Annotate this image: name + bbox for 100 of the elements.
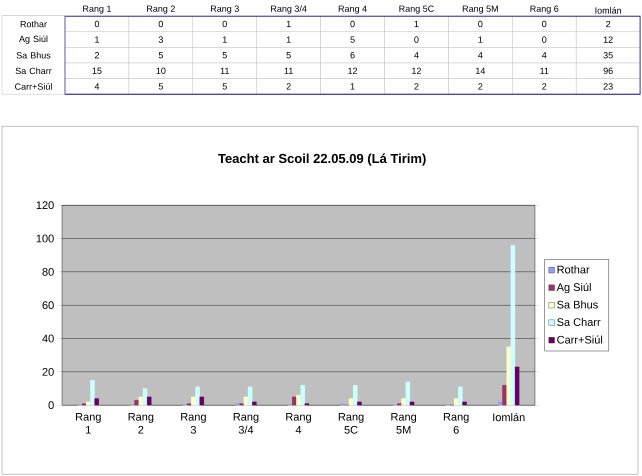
data-label: 12 <box>348 68 358 74</box>
data-label: 15 <box>92 68 102 74</box>
data-label: 4 <box>478 52 483 58</box>
x-tick-label: Rang 2 <box>147 5 175 14</box>
y-tick-label: 100 <box>36 234 54 242</box>
data-label: 0 <box>158 20 164 28</box>
bar <box>191 396 196 406</box>
x-tick-label: Rang 5C <box>338 412 364 434</box>
y-tick-label: Ag Siúl <box>18 35 48 44</box>
x-tick-label: Rang 4 <box>338 6 367 14</box>
y-tick-label: 120 <box>36 201 54 209</box>
bar <box>138 396 144 406</box>
data-label: 0 <box>94 20 100 28</box>
data-label: 5 <box>222 83 227 90</box>
data-label: 23 <box>604 83 613 90</box>
y-tick-label: 40 <box>42 334 54 342</box>
data-label: 11 <box>284 68 293 74</box>
data-label: 2 <box>542 83 546 90</box>
data-label: 5 <box>350 36 355 43</box>
x-tick-label: Iomlán <box>595 6 622 14</box>
bar <box>195 386 200 406</box>
data-label: 2 <box>478 83 482 90</box>
y-tick-label: Rothar <box>20 20 47 28</box>
data-label: 1 <box>350 83 355 90</box>
y-tick-label: Sa Charr <box>16 67 52 74</box>
data-label: 4 <box>94 83 100 90</box>
data-label: 1 <box>222 36 227 43</box>
data-label: 5 <box>158 83 163 90</box>
data-label: 1 <box>414 20 419 27</box>
x-tick-label: Rang 1 <box>83 6 112 14</box>
x-tick-label: Iomlán <box>493 412 524 422</box>
bar <box>353 384 358 406</box>
legend-label: Ag Siúl <box>556 282 591 294</box>
bar <box>300 384 305 406</box>
bar <box>401 398 406 406</box>
x-tick-label: Rang 5M <box>462 6 498 14</box>
bar <box>502 384 507 406</box>
bar <box>406 382 410 406</box>
y-tick-label: 80 <box>42 268 54 276</box>
y-tick-label: 20 <box>42 368 54 376</box>
y-tick-label: Sa Bhus <box>16 52 50 58</box>
data-label: 0 <box>478 20 482 28</box>
data-label: 1 <box>286 20 291 27</box>
data-label: 1 <box>286 36 291 43</box>
chart-title: Teacht ar Scoil 22.05.09 (Lá Tirim) <box>218 153 426 166</box>
legend-label: Carr+Siúl <box>557 335 602 344</box>
x-tick-label: Rang 3/4 <box>234 412 258 434</box>
x-tick-label: Rang 3 <box>181 412 206 434</box>
bar <box>514 366 520 406</box>
data-label: 5 <box>286 52 291 58</box>
bar <box>142 388 148 406</box>
bar <box>200 396 204 406</box>
data-label: 2 <box>286 83 291 90</box>
data-label: 1 <box>478 36 482 43</box>
data-label: 0 <box>542 20 546 28</box>
x-tick-label: Rang 1 <box>76 412 101 434</box>
bar <box>454 398 458 406</box>
data-label: 96 <box>604 68 613 74</box>
data-label: 2 <box>94 52 99 58</box>
data-label: 0 <box>414 36 419 43</box>
bar <box>252 402 257 406</box>
x-tick-label: Rang 6 <box>444 412 469 434</box>
legend-label: Rothar <box>558 265 590 274</box>
bar <box>86 402 91 406</box>
data-label: 11 <box>220 68 229 74</box>
legend-label: Sa Bhus <box>557 300 598 308</box>
bar <box>292 396 297 406</box>
data-label: 10 <box>156 68 166 74</box>
bar <box>248 386 252 406</box>
data-label: 0 <box>542 36 546 43</box>
y-tick-label: 60 <box>42 301 54 309</box>
y-tick-label: 0 <box>48 401 54 409</box>
bar <box>498 402 503 406</box>
data-label: 2 <box>606 20 610 28</box>
bar <box>462 402 467 406</box>
bar <box>146 396 152 406</box>
x-tick-label: Rang 3/4 <box>271 5 307 14</box>
data-label: 5 <box>222 52 227 58</box>
data-label: 35 <box>603 52 613 58</box>
data-label: 1 <box>95 36 100 43</box>
data-label: 2 <box>414 83 418 90</box>
bar <box>357 402 362 406</box>
data-label: 14 <box>476 68 486 74</box>
bar <box>296 394 301 406</box>
legend-label: Sa Charr <box>557 318 600 326</box>
data-label: 0 <box>222 20 227 28</box>
bar <box>134 400 139 406</box>
data-label: 5 <box>158 52 163 58</box>
data-label: 0 <box>350 20 355 28</box>
bar <box>348 398 354 406</box>
data-label: 4 <box>542 52 546 58</box>
data-label: 12 <box>412 68 421 74</box>
bar <box>410 402 414 406</box>
bar <box>244 396 248 406</box>
data-label: 6 <box>350 52 355 58</box>
x-tick-label: Rang 5M <box>391 412 416 434</box>
bar <box>458 386 463 406</box>
bar <box>94 398 99 406</box>
x-tick-label: Rang 2 <box>128 412 154 434</box>
x-tick-label: Rang 5C <box>399 5 434 14</box>
